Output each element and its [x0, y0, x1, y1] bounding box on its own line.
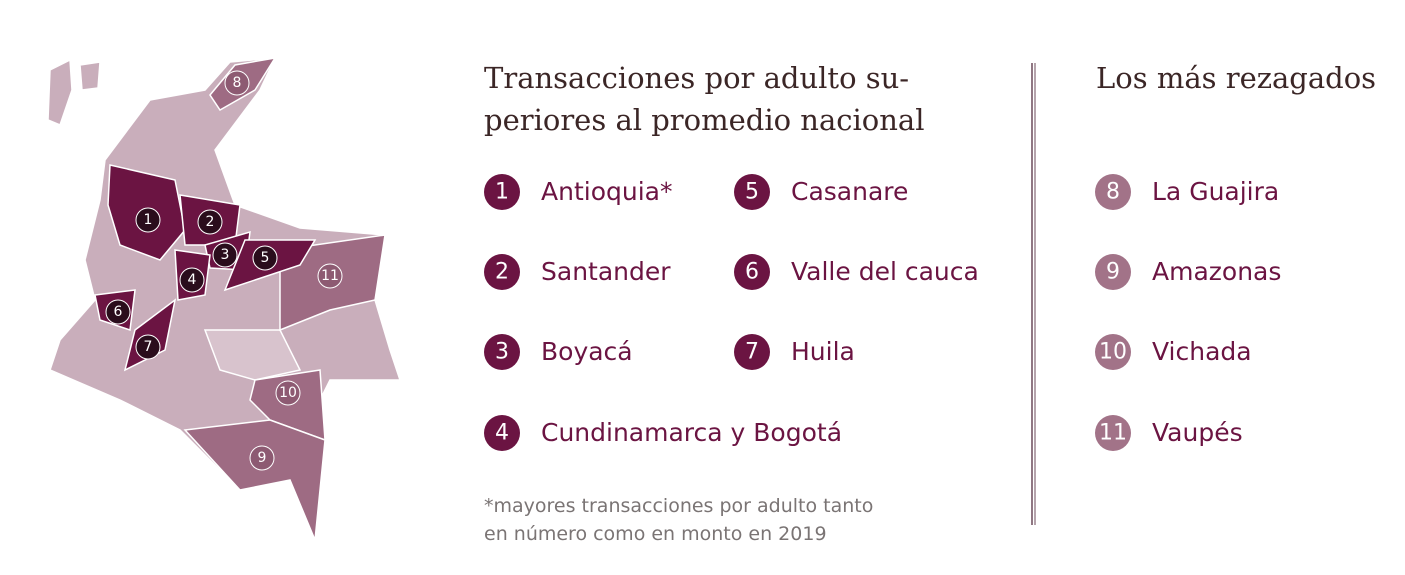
map-number: 7 — [144, 339, 153, 355]
number-badge — [484, 254, 520, 290]
island — [79, 61, 101, 91]
map-badge — [197, 209, 223, 235]
map-badge — [317, 263, 343, 289]
item-label: La Guajira — [1152, 177, 1279, 206]
map-number: 6 — [114, 304, 123, 320]
footnote: en número como en monto en 2019 — [484, 523, 827, 545]
number-badge — [1095, 174, 1131, 210]
map-badge — [135, 334, 161, 360]
item-label: Casanare — [791, 177, 908, 206]
item-label: Amazonas — [1152, 257, 1281, 286]
map-badge — [179, 267, 205, 293]
number-badge — [734, 174, 770, 210]
map-number: 2 — [206, 214, 215, 230]
number-badge — [1095, 415, 1131, 451]
item-label: Cundinamarca y Bogotá — [541, 418, 842, 447]
item-label: Huila — [791, 337, 855, 366]
item-label: Boyacá — [541, 337, 633, 366]
map-badge — [212, 242, 238, 268]
region-medium — [183, 419, 326, 541]
map-number: 8 — [233, 75, 242, 91]
map-number: 9 — [258, 450, 267, 466]
number-badge — [1095, 334, 1131, 370]
item-number: 5 — [745, 180, 759, 205]
section-title: periores al promedio nacional — [484, 103, 924, 137]
map-number: 10 — [279, 385, 297, 401]
item-number: 2 — [495, 260, 509, 285]
map — [47, 56, 402, 541]
section-title: Transacciones por adulto su- — [484, 61, 909, 95]
number-badge — [734, 334, 770, 370]
island — [47, 58, 73, 126]
item-label: Antioquia* — [541, 177, 672, 206]
map-badge — [275, 380, 301, 406]
item-number: 1 — [495, 180, 509, 205]
item-label: Santander — [541, 257, 671, 286]
map-badge — [105, 299, 131, 325]
section-title: Los más rezagados — [1096, 61, 1376, 95]
footnote: *mayores transacciones por adulto tanto — [484, 495, 873, 517]
item-label: Vaupés — [1152, 418, 1243, 447]
map-badge — [224, 70, 250, 96]
item-number: 10 — [1099, 340, 1127, 365]
map-badge — [252, 245, 278, 271]
item-label: Valle del cauca — [791, 257, 979, 286]
item-number: 3 — [495, 340, 509, 365]
item-number: 8 — [1106, 180, 1120, 205]
number-badge — [484, 415, 520, 451]
item-number: 11 — [1099, 421, 1127, 446]
map-number: 4 — [188, 272, 197, 288]
item-number: 6 — [745, 260, 759, 285]
number-badge — [484, 174, 520, 210]
item-number: 4 — [495, 421, 509, 446]
region-light — [203, 329, 302, 381]
map-number: 11 — [321, 268, 339, 284]
map-number: 1 — [144, 212, 153, 228]
number-badge — [1095, 254, 1131, 290]
item-number: 9 — [1106, 260, 1120, 285]
map-badge — [249, 445, 275, 471]
item-number: 7 — [745, 340, 759, 365]
item-label: Vichada — [1152, 337, 1252, 366]
number-badge — [484, 334, 520, 370]
map-badge — [135, 207, 161, 233]
map-number: 3 — [221, 247, 230, 263]
map-number: 5 — [261, 250, 270, 266]
number-badge — [734, 254, 770, 290]
